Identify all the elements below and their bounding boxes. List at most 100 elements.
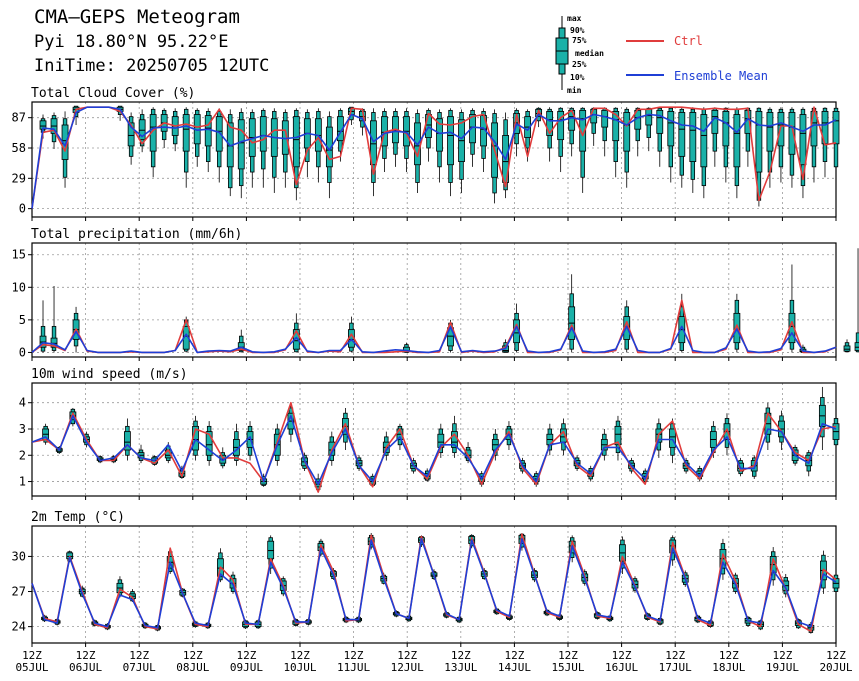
panel-precip: 0 5 10 15 Total precipitation (mm/6h) [12, 227, 859, 361]
x-date-label: 15JUL [551, 661, 584, 674]
box-plot [843, 339, 851, 353]
box-plot [810, 107, 818, 183]
y-tick-label: 1 [19, 475, 26, 489]
box-inner [614, 425, 622, 446]
box-inner [799, 114, 807, 166]
box-inner [436, 118, 443, 152]
box-plot [204, 108, 212, 173]
box-inner [700, 114, 708, 168]
x-hour-label: 12Z [22, 649, 42, 662]
box-plot [303, 109, 311, 178]
x-hour-label: 12Z [76, 649, 96, 662]
box-plot [248, 109, 256, 188]
x-hour-label: 12Z [344, 649, 364, 662]
box-inner [669, 428, 676, 448]
box-plot [138, 109, 146, 153]
panel-frame [31, 525, 837, 644]
legend-ctrl-label: Ctrl [674, 34, 703, 48]
legend-box-label: 90% [570, 26, 585, 35]
panel-title: Total Cloud Cover (%) [31, 86, 195, 101]
box-plot [777, 107, 785, 183]
box-inner [370, 120, 377, 166]
y-tick-label: 5 [19, 313, 26, 327]
box-plot [568, 274, 576, 353]
ctrl-line [31, 299, 837, 354]
box-plot [292, 108, 300, 201]
box-plot [700, 107, 708, 199]
box-plot [601, 107, 609, 157]
meteogram-title: CMA—GEPS Meteogram [34, 6, 240, 28]
box-plot [579, 107, 587, 193]
box-inner [425, 114, 432, 138]
box-plot [634, 107, 642, 157]
box-plot [123, 418, 131, 461]
legend-box-label: 25% [572, 60, 587, 69]
y-tick-label: 0 [19, 345, 26, 359]
box-plot [259, 108, 267, 188]
x-hour-label: 12Z [772, 649, 792, 662]
box-plot [370, 108, 377, 197]
box-plot [193, 108, 201, 167]
box-plot [678, 107, 686, 188]
legend-box-label: max [567, 14, 582, 23]
legend-mean-label: Ensemble Mean [674, 69, 768, 83]
ensemble-mean-line [31, 538, 837, 629]
box-plot [246, 421, 254, 461]
box-plot [619, 536, 626, 574]
box-plot [182, 107, 190, 188]
panel-cloud: 0 29 58 87 Total Cloud Cover (%) [12, 86, 840, 221]
box-plot [270, 108, 278, 193]
legend-box-label: 10% [570, 73, 585, 82]
box-plot [764, 402, 772, 451]
box-inner [123, 431, 131, 451]
box-plot [233, 423, 240, 466]
box-inner [469, 114, 476, 144]
box-inner [447, 116, 454, 166]
box-inner [205, 431, 213, 456]
x-hour-label: 12Z [397, 649, 417, 662]
box-inner [50, 337, 58, 348]
box-plot [832, 107, 840, 183]
box-inner [267, 540, 275, 560]
box-inner [579, 109, 587, 152]
location-label: Pyi 18.80°N 95.22°E [34, 32, 229, 52]
box-plot [137, 444, 145, 464]
panel-title: Total precipitation (mm/6h) [31, 227, 242, 242]
box-inner [689, 112, 697, 162]
box-inner [788, 112, 796, 155]
box-plot [788, 264, 796, 353]
x-date-label: 09JUL [230, 661, 263, 674]
y-tick-label: 3 [19, 422, 26, 436]
y-tick-label: 4 [19, 396, 26, 410]
y-tick-label: 0 [19, 202, 26, 216]
x-hour-label: 12Z [504, 649, 524, 662]
box-plot [854, 248, 859, 353]
x-hour-label: 12Z [719, 649, 739, 662]
ensemble-mean-line [31, 106, 837, 209]
box-plot [314, 108, 322, 183]
box-plot [614, 415, 622, 461]
x-hour-label: 12Z [183, 649, 203, 662]
x-hour-label: 12Z [451, 649, 471, 662]
box-plot [832, 572, 840, 594]
x-date-label: 07JUL [123, 661, 156, 674]
box-inner [755, 111, 763, 173]
box-inner [292, 329, 300, 350]
y-tick-label: 30 [12, 549, 26, 563]
x-date-label: 05JUL [15, 661, 48, 674]
box-plot [42, 423, 50, 445]
box-plot [436, 109, 443, 183]
x-date-label: 12JUL [391, 661, 424, 674]
x-date-label: 08JUL [176, 661, 209, 674]
init-time-label: IniTime: 20250705 12UTC [34, 56, 270, 76]
box-plot [711, 107, 719, 167]
box-plot [733, 293, 741, 353]
box-plot [149, 107, 157, 178]
x-date-label: 11JUL [337, 661, 370, 674]
box-plot [403, 108, 410, 173]
box-inner [237, 119, 245, 170]
box-inner [612, 111, 620, 142]
panel-title: 10m wind speed (m/s) [31, 367, 188, 382]
box-inner [711, 109, 719, 134]
box-plot [469, 108, 476, 167]
